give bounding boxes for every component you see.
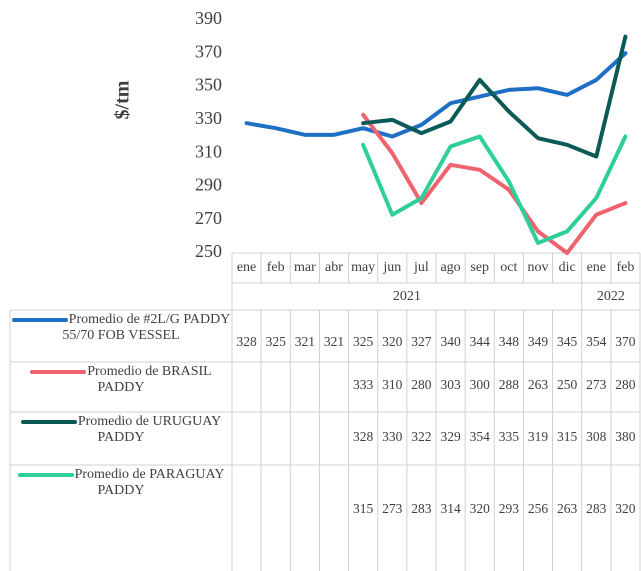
year-label: 2022 xyxy=(597,289,625,304)
table-value: 354 xyxy=(586,334,607,349)
table-value: 321 xyxy=(295,334,315,349)
x-tick-label: feb xyxy=(267,260,285,275)
x-tick-label: ago xyxy=(440,260,460,275)
x-tick-label: sep xyxy=(470,260,489,275)
table-value: 340 xyxy=(440,334,461,349)
table-value: 354 xyxy=(470,429,491,444)
x-tick-label: ene xyxy=(587,260,606,275)
table-value: 330 xyxy=(382,429,403,444)
y-tick-label: 390 xyxy=(195,8,222,28)
table-value: 322 xyxy=(411,429,431,444)
table-value: 315 xyxy=(353,501,374,516)
x-tick-label: may xyxy=(351,260,375,275)
table-value: 315 xyxy=(557,429,578,444)
table-value: 328 xyxy=(236,334,257,349)
x-tick-label: oct xyxy=(500,260,517,275)
x-tick-label: mar xyxy=(294,260,316,275)
table-value: 280 xyxy=(615,377,636,392)
table-value: 280 xyxy=(411,377,432,392)
x-tick-label: nov xyxy=(528,260,549,275)
y-axis-label: $/tm xyxy=(112,80,134,119)
y-tick-label: 270 xyxy=(195,208,222,228)
x-tick-label: abr xyxy=(325,260,343,275)
table-value: 256 xyxy=(528,501,549,516)
y-tick-label: 330 xyxy=(195,108,222,128)
table-value: 263 xyxy=(528,377,549,392)
table-value: 300 xyxy=(470,377,491,392)
x-tick-label: feb xyxy=(616,260,634,275)
table-value: 250 xyxy=(557,377,578,392)
legend-entry: Promedio de URUGUAY PADDY xyxy=(10,414,232,446)
table-value: 293 xyxy=(499,501,520,516)
table-value: 320 xyxy=(470,501,491,516)
series-line xyxy=(361,34,628,159)
legend-swatch xyxy=(17,472,74,477)
table-value: 303 xyxy=(440,377,461,392)
y-tick-label: 310 xyxy=(195,141,222,161)
table-value: 333 xyxy=(353,377,374,392)
table-value: 263 xyxy=(557,501,578,516)
table-value: 328 xyxy=(353,429,374,444)
table-value: 380 xyxy=(615,429,636,444)
y-tick-label: 350 xyxy=(195,75,222,95)
table-value: 308 xyxy=(586,429,607,444)
year-label: 2021 xyxy=(393,289,421,304)
series-line xyxy=(361,134,628,246)
table-value: 335 xyxy=(499,429,520,444)
table-value: 344 xyxy=(470,334,491,349)
table-value: 327 xyxy=(411,334,432,349)
y-tick-label: 250 xyxy=(195,241,222,261)
series-line xyxy=(361,112,628,255)
table-value: 288 xyxy=(499,377,520,392)
legend-swatch xyxy=(20,419,77,424)
y-tick-label: 290 xyxy=(195,175,222,195)
legend-label: Promedio de PARAGUAY PADDY xyxy=(74,467,225,498)
legend-label: Promedio de #2L/G PADDY 55/70 FOB VESSEL xyxy=(62,312,231,343)
table-value: 329 xyxy=(440,429,461,444)
x-tick-label: jul xyxy=(413,260,429,275)
table-value: 320 xyxy=(382,334,403,349)
x-tick-label: ene xyxy=(237,260,256,275)
series-line xyxy=(244,51,628,139)
table-value: 370 xyxy=(615,334,636,349)
table-value: 345 xyxy=(557,334,578,349)
table-value: 321 xyxy=(324,334,344,349)
legend-entry: Promedio de BRASIL PADDY xyxy=(10,364,232,396)
x-tick-label: jun xyxy=(382,260,401,275)
legend-swatch xyxy=(30,369,87,374)
legend-entry: Promedio de PARAGUAY PADDY xyxy=(10,467,232,499)
table-value: 319 xyxy=(528,429,549,444)
table-value: 314 xyxy=(440,501,461,516)
table-value: 349 xyxy=(528,334,549,349)
table-value: 273 xyxy=(382,501,403,516)
table-value: 325 xyxy=(353,334,374,349)
table-value: 325 xyxy=(266,334,287,349)
table-value: 273 xyxy=(586,377,607,392)
legend-label: Promedio de BRASIL PADDY xyxy=(87,364,212,395)
table-value: 310 xyxy=(382,377,403,392)
legend-entry: Promedio de #2L/G PADDY 55/70 FOB VESSEL xyxy=(10,312,232,344)
table-value: 283 xyxy=(586,501,607,516)
legend-label: Promedio de URUGUAY PADDY xyxy=(77,414,222,445)
x-tick-label: dic xyxy=(559,260,576,275)
table-value: 348 xyxy=(499,334,520,349)
legend-swatch xyxy=(11,317,68,322)
y-tick-label: 370 xyxy=(195,41,222,61)
table-value: 283 xyxy=(411,501,432,516)
table-value: 320 xyxy=(615,501,636,516)
